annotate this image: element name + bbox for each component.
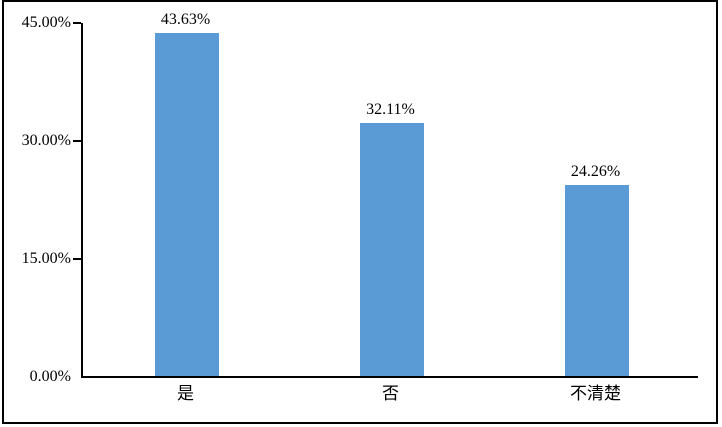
x-axis (81, 376, 698, 378)
data-label: 43.63% (160, 10, 211, 28)
y-tick-label: 30.00% (21, 132, 71, 149)
y-tick-mark (73, 22, 81, 24)
bar-是 (154, 32, 219, 376)
data-label: 32.11% (366, 101, 415, 119)
x-category-label: 是 (177, 384, 194, 403)
x-category-label: 否 (382, 384, 399, 403)
bar-否 (359, 123, 424, 376)
x-category-label: 不清楚 (570, 384, 621, 403)
y-tick-label: 45.00% (21, 14, 71, 31)
bar-不清楚 (564, 185, 629, 376)
y-tick-label: 15.00% (21, 250, 71, 267)
y-axis (81, 23, 83, 378)
data-label: 24.26% (570, 163, 621, 181)
y-tick-label: 0.00% (29, 368, 71, 385)
y-tick-mark (73, 140, 81, 142)
y-tick-mark (73, 258, 81, 260)
